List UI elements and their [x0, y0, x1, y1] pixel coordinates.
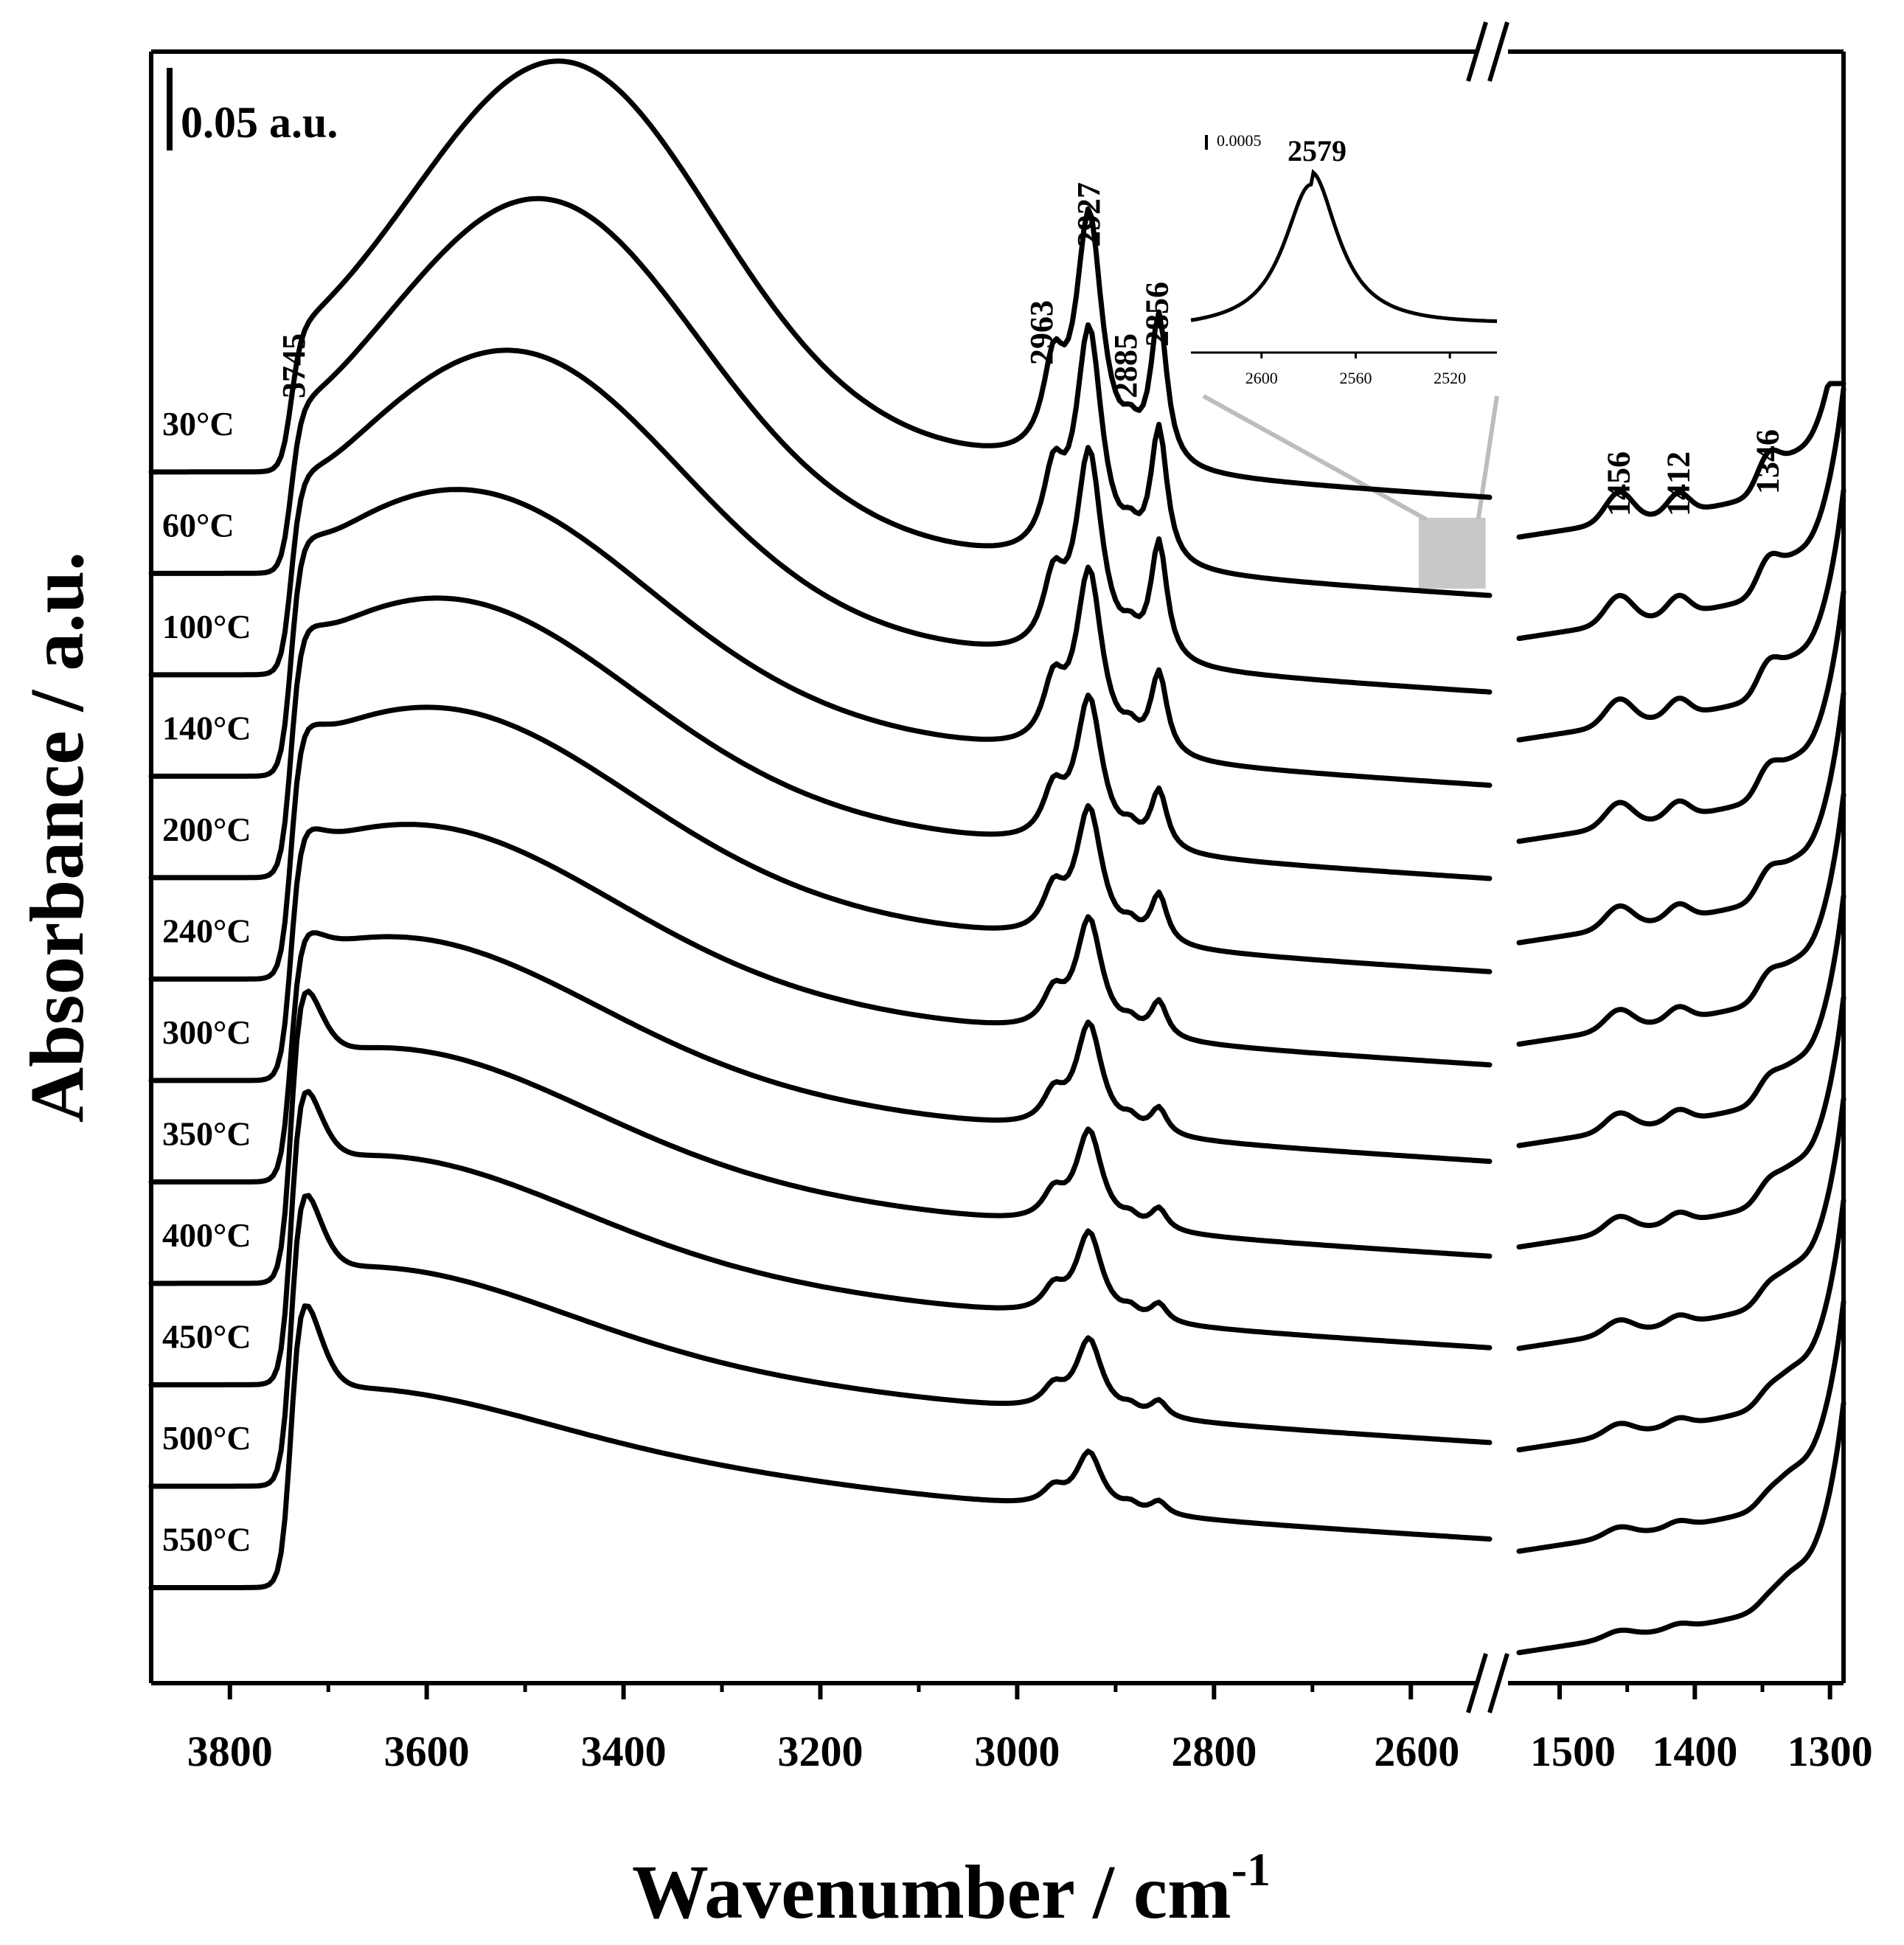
peak-label-1456: 1456: [1601, 451, 1637, 516]
inset-scale-label: 0.0005: [1217, 131, 1262, 150]
spectrum-450°C-low: [1516, 1197, 1846, 1453]
temperature-label-300°C: 300°C: [162, 1013, 251, 1051]
inset-peak-label: 2579: [1288, 134, 1347, 167]
spectrum-550°C-low: [1516, 1400, 1846, 1656]
spectrum-100°C-low: [1516, 488, 1846, 743]
spectrum-400°C-high: [148, 988, 1493, 1286]
spectrum-200°C-high: [148, 595, 1493, 881]
axis-break-mark-1-1: [1487, 1653, 1509, 1713]
spectrum-400°C-low: [1516, 1096, 1846, 1351]
x-tick-label-3600: 3600: [384, 1727, 470, 1775]
temperature-label-60°C: 60°C: [162, 507, 234, 544]
axis-break-mark-0-0: [1466, 21, 1488, 82]
spectra-traces: [148, 58, 1846, 1656]
temperature-labels: 30°C 60°C 100°C 140°C 200°C 240°C 300°C 350°C 40…: [162, 405, 251, 1559]
zoom-connector-left: [1202, 394, 1428, 521]
temperature-label-200°C: 200°C: [162, 811, 251, 848]
x-axis-title-text: Wavenumber / cm: [632, 1850, 1231, 1935]
peak-label-2856: 2856: [1139, 282, 1175, 347]
y-axis-title: Absorbance / a.u.: [15, 552, 100, 1123]
zoom-connector-right: [1476, 395, 1499, 520]
inset-curve: [1190, 169, 1498, 323]
x-tick-label-1400: 1400: [1652, 1727, 1737, 1775]
axis-break-mark-0-1: [1487, 21, 1509, 82]
inset-tick-label-2600: 2600: [1245, 369, 1278, 387]
peak-label-2885: 2885: [1108, 333, 1144, 398]
peak-label-2963: 2963: [1024, 300, 1060, 365]
spectrum-300°C-low: [1516, 893, 1846, 1148]
inset-tick-label-2520: 2520: [1434, 369, 1466, 387]
spectrum-450°C-high: [148, 1089, 1493, 1387]
spectrum-100°C-high: [148, 347, 1493, 695]
spectrum-200°C-low: [1516, 690, 1846, 946]
x-tick-label-3000: 3000: [974, 1727, 1060, 1775]
plot-frame: [149, 21, 1846, 1713]
spectrum-240°C-high: [148, 704, 1493, 982]
x-tick-label-2800: 2800: [1171, 1727, 1257, 1775]
peak-label-3745: 3745: [276, 333, 312, 398]
x-tick-label-2600: 2600: [1374, 1727, 1459, 1775]
zoom-region: [1418, 518, 1486, 589]
temperature-label-450°C: 450°C: [162, 1318, 251, 1356]
spectrum-350°C-high: [148, 930, 1493, 1185]
temperature-label-30°C: 30°C: [162, 405, 234, 443]
inset-plot: 2600 2560 2520 0.0005 2579: [1190, 131, 1499, 589]
x-axis-ticks: 3800 3600 3400 3200 3000 2800 2600 1500 1400 1300: [187, 1683, 1873, 1775]
x-tick-label-3400: 3400: [581, 1727, 667, 1775]
spectrum-140°C-high: [148, 487, 1493, 788]
temperature-label-240°C: 240°C: [162, 912, 251, 950]
x-tick-label-1300: 1300: [1787, 1727, 1873, 1775]
temperature-label-350°C: 350°C: [162, 1115, 251, 1153]
axis-break-mark-1-0: [1466, 1653, 1488, 1713]
x-tick-label-3200: 3200: [778, 1727, 864, 1775]
scale-bar-label: 0.05 a.u.: [181, 98, 338, 147]
peak-label-1346: 1346: [1749, 429, 1785, 494]
spectrum-500°C-low: [1516, 1299, 1846, 1554]
x-axis-title: Wavenumber / cm-1: [632, 1843, 1271, 1935]
x-tick-label-1500: 1500: [1530, 1727, 1616, 1775]
spectrum-30°C-high: [148, 58, 1493, 500]
temperature-label-400°C: 400°C: [162, 1216, 251, 1254]
spectrum-300°C-high: [148, 822, 1493, 1084]
x-axis-title-superscript: -1: [1231, 1843, 1271, 1896]
spectrum-550°C-high: [148, 1303, 1493, 1590]
temperature-label-140°C: 140°C: [162, 710, 251, 747]
spectrum-500°C-high: [148, 1193, 1493, 1489]
temperature-label-500°C: 500°C: [162, 1419, 251, 1457]
spectrum-350°C-low: [1516, 994, 1846, 1250]
peak-label-1412: 1412: [1660, 451, 1696, 516]
x-tick-label-3800: 3800: [187, 1727, 273, 1775]
spectrum-240°C-low: [1516, 791, 1846, 1047]
spectrum-60°C-low: [1516, 386, 1846, 642]
spectrum-140°C-low: [1516, 589, 1846, 845]
temperature-label-550°C: 550°C: [162, 1521, 251, 1559]
peak-label-2927: 2927: [1071, 182, 1107, 247]
spectrum-30°C-low: [1516, 381, 1846, 540]
inset-tick-label-2560: 2560: [1339, 369, 1372, 387]
spectrum-60°C-high: [148, 195, 1493, 598]
temperature-label-100°C: 100°C: [162, 608, 251, 645]
